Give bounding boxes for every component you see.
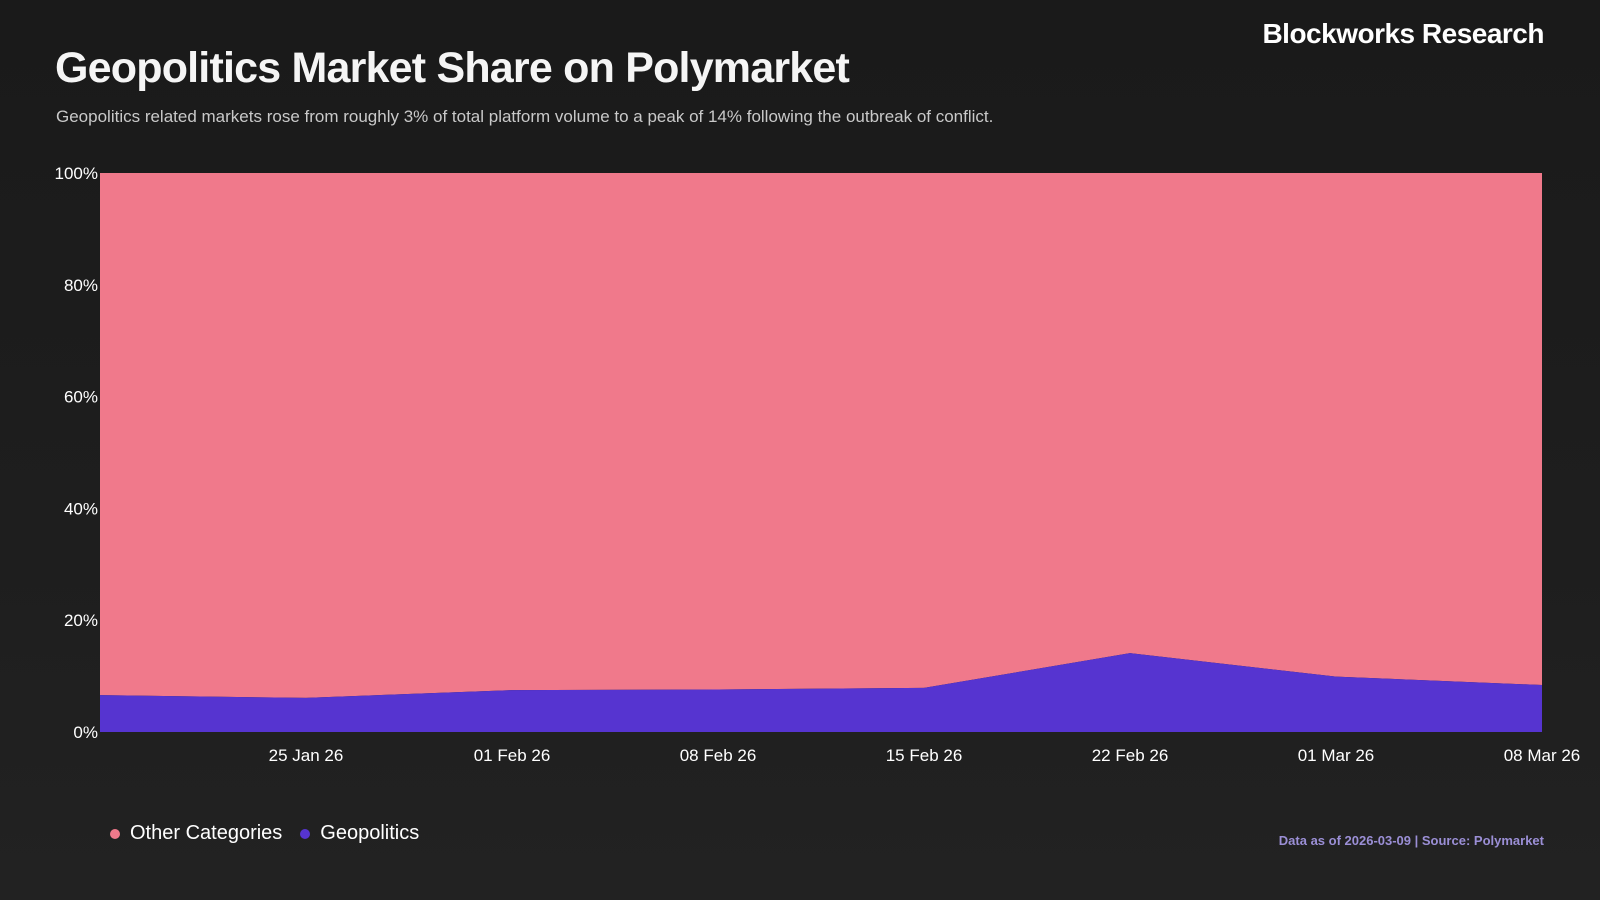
series-area-geopolitics — [100, 653, 1542, 732]
legend-item-geopolitics[interactable]: Geopolitics — [300, 822, 419, 845]
legend-dot-geopolitics — [300, 828, 311, 839]
x-tick-label: 15 Feb 26 — [886, 746, 963, 765]
legend-item-other[interactable]: Other Categories — [110, 822, 282, 845]
y-tick-label: 80% — [64, 276, 98, 295]
y-tick-label: 20% — [64, 611, 98, 630]
series-area-other-categories — [100, 173, 1542, 698]
x-tick-label: 01 Feb 26 — [474, 746, 551, 765]
brand-logo: Blockworks Research — [1262, 18, 1544, 49]
chart-legend: Other Categories Geopolitics — [110, 822, 419, 845]
y-tick-label: 100% — [55, 164, 98, 183]
chart-title: Geopolitics Market Share on Polymarket — [55, 44, 850, 92]
y-tick-label: 60% — [64, 388, 98, 407]
x-tick-label: 08 Mar 26 — [1504, 746, 1581, 765]
x-tick-label: 25 Jan 26 — [269, 746, 344, 765]
data-source-note: Data as of 2026-03-09 | Source: Polymark… — [1278, 833, 1544, 848]
x-tick-label: 01 Mar 26 — [1298, 746, 1375, 765]
x-tick-label: 08 Feb 26 — [680, 746, 757, 765]
y-tick-label: 0% — [73, 723, 98, 742]
legend-label-geopolitics: Geopolitics — [320, 822, 420, 844]
x-tick-label: 22 Feb 26 — [1092, 746, 1169, 765]
legend-label-other: Other Categories — [130, 822, 283, 844]
legend-dot-other — [110, 828, 120, 839]
chart-subtitle: Geopolitics related markets rose from ro… — [56, 107, 994, 126]
y-tick-label: 40% — [64, 499, 98, 518]
